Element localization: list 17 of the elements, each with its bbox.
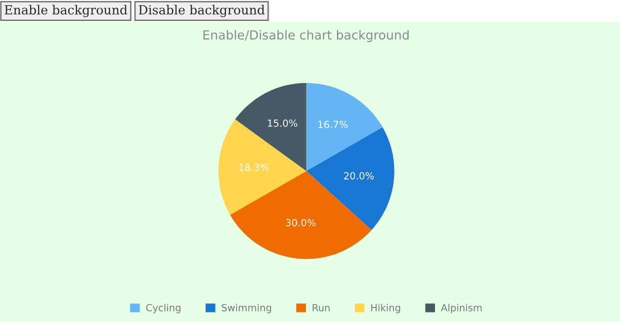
chart-title: Enable/Disable chart background [203, 30, 409, 42]
data-label: 30.0% [286, 218, 316, 226]
legend-label: Hiking [371, 304, 400, 314]
text: Disable background [138, 4, 265, 18]
legend-label: Alpinism [440, 304, 482, 314]
data-label: 15.0% [268, 119, 298, 127]
pie-slice [230, 171, 372, 259]
legend-label: Cycling [146, 304, 180, 314]
pie-slice [235, 83, 306, 172]
legend-label: Swimming [222, 304, 272, 314]
data-label: 16.7% [318, 120, 348, 128]
data-label: 20.0% [344, 172, 374, 180]
data-label: 18.3% [239, 164, 269, 172]
text: Enable background [4, 4, 128, 18]
pie-slice [306, 83, 383, 172]
legend-label: Run [312, 304, 330, 312]
pie-slice [218, 119, 306, 215]
